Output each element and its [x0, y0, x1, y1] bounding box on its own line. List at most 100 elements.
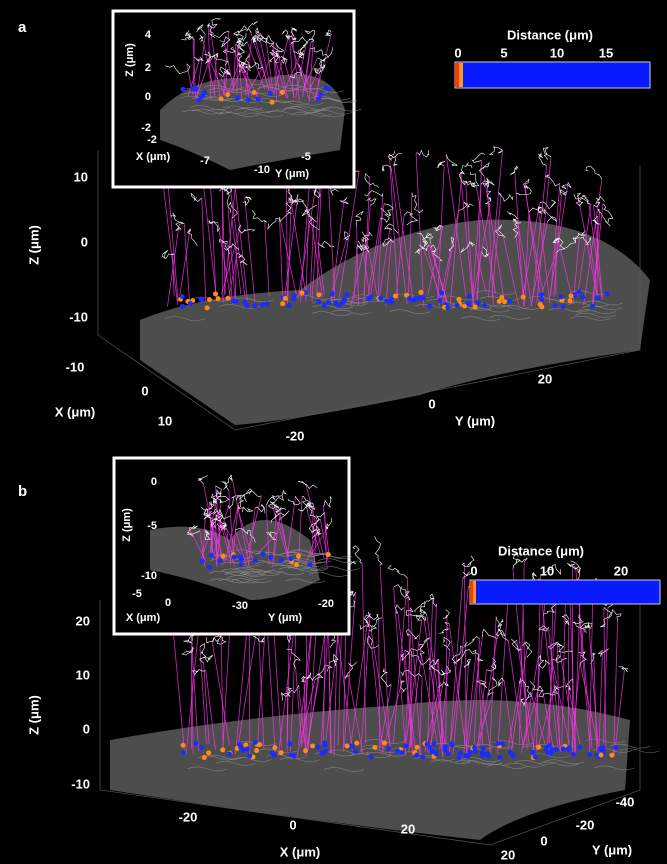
anchor-dot: [307, 562, 312, 567]
anchor-dot: [260, 552, 265, 557]
x-tick: -10: [66, 359, 85, 374]
anchor-dot: [414, 745, 419, 750]
anchor-dot: [414, 753, 419, 758]
anchor-dot: [247, 754, 252, 759]
anchor-dot: [354, 741, 359, 746]
anchor-dot: [270, 751, 275, 756]
x-tick: -2: [147, 134, 157, 146]
x-tick: 20: [401, 821, 415, 836]
anchor-dot: [287, 303, 292, 308]
anchor-dot: [495, 741, 500, 746]
x-label: X (μm): [126, 612, 161, 624]
anchor-dot: [294, 562, 299, 567]
anchor-dot: [544, 746, 549, 751]
anchor-dot: [554, 747, 559, 752]
anchor-dot: [442, 744, 447, 749]
colorbar-segment: [470, 581, 473, 603]
anchor-dot: [378, 296, 383, 301]
anchor-dot: [580, 295, 585, 300]
anchor-dot: [330, 291, 335, 296]
anchor-dot: [539, 292, 544, 297]
colorbar: [470, 580, 660, 604]
anchor-dot: [568, 298, 573, 303]
anchor-dot: [238, 745, 243, 750]
anchor-dot: [384, 298, 389, 303]
anchor-dot: [316, 299, 321, 304]
anchor-dot: [481, 746, 486, 751]
figure: a Z (μm) 10 0 -10 -10 0 10 X (μm) -20 0 …: [0, 0, 667, 864]
anchor-dot: [209, 553, 214, 558]
colorbar-tick: 5: [500, 45, 507, 60]
anchor-dot: [344, 292, 349, 297]
anchor-dot: [199, 745, 204, 750]
anchor-dot: [180, 87, 185, 92]
anchor-dot: [288, 556, 293, 561]
anchor-dot: [613, 745, 618, 750]
z-tick: 0: [151, 476, 157, 488]
anchor-dot: [449, 741, 454, 746]
anchor-dot: [484, 751, 489, 756]
y-tick: -30: [232, 600, 248, 612]
anchor-dot: [199, 558, 204, 563]
anchor-dot: [246, 97, 251, 102]
anchor-dot: [434, 751, 439, 756]
anchor-dot: [372, 745, 377, 750]
anchor-dot: [234, 299, 239, 304]
anchor-dot: [280, 301, 285, 306]
anchor-dot: [342, 297, 347, 302]
anchor-dot: [369, 294, 374, 299]
anchor-dot: [393, 294, 398, 299]
y-tick: 20: [501, 847, 515, 862]
anchor-dot: [350, 743, 355, 748]
anchor-dot: [420, 755, 425, 760]
anchor-dot: [188, 301, 193, 306]
anchor-dot: [472, 745, 477, 750]
anchor-dot: [287, 741, 292, 746]
x-tick: -5: [132, 588, 142, 600]
anchor-dot: [260, 302, 265, 307]
colorbar: [455, 62, 650, 88]
anchor-dot: [268, 555, 273, 560]
z-tick: -10: [69, 309, 88, 324]
anchor-dot: [207, 297, 212, 302]
anchor-dot: [199, 94, 204, 99]
anchor-dot: [395, 749, 400, 754]
anchor-dot: [457, 755, 462, 760]
anchor-dot: [407, 296, 412, 301]
anchor-dot: [457, 297, 462, 302]
anchor-dot: [190, 86, 195, 91]
anchor-dot: [310, 743, 315, 748]
anchor-dot: [482, 303, 487, 308]
colorbar-segment: [455, 63, 459, 87]
anchor-dot: [382, 740, 387, 745]
anchor-dot: [569, 294, 574, 299]
anchor-dot: [220, 747, 225, 752]
anchor-dot: [243, 300, 248, 305]
anchor-dot: [193, 741, 198, 746]
anchor-dot: [521, 295, 526, 300]
anchor-dot: [345, 743, 350, 748]
anchor-dot: [389, 297, 394, 302]
anchor-dot: [316, 97, 321, 102]
anchor-dot: [253, 558, 258, 563]
panel-label: a: [18, 19, 27, 36]
anchor-dot: [280, 90, 285, 95]
anchor-dot: [595, 295, 600, 300]
colorbar-tick: 10: [540, 563, 554, 578]
x-tick: 0: [289, 817, 296, 832]
anchor-dot: [318, 92, 323, 97]
anchor-dot: [497, 755, 502, 760]
colorbar-tick: 20: [614, 563, 628, 578]
anchor-dot: [386, 746, 391, 751]
z-tick: 2: [145, 62, 151, 74]
anchor-dot: [225, 296, 230, 301]
anchor-dot: [500, 741, 505, 746]
anchor-dot: [322, 303, 327, 308]
anchor-dot: [587, 752, 592, 757]
x-tick: 10: [158, 413, 172, 428]
anchor-dot: [473, 304, 478, 309]
anchor-dot: [252, 90, 257, 95]
anchor-dot: [238, 562, 243, 567]
anchor-dot: [577, 290, 582, 295]
z-tick: 10: [74, 169, 88, 184]
